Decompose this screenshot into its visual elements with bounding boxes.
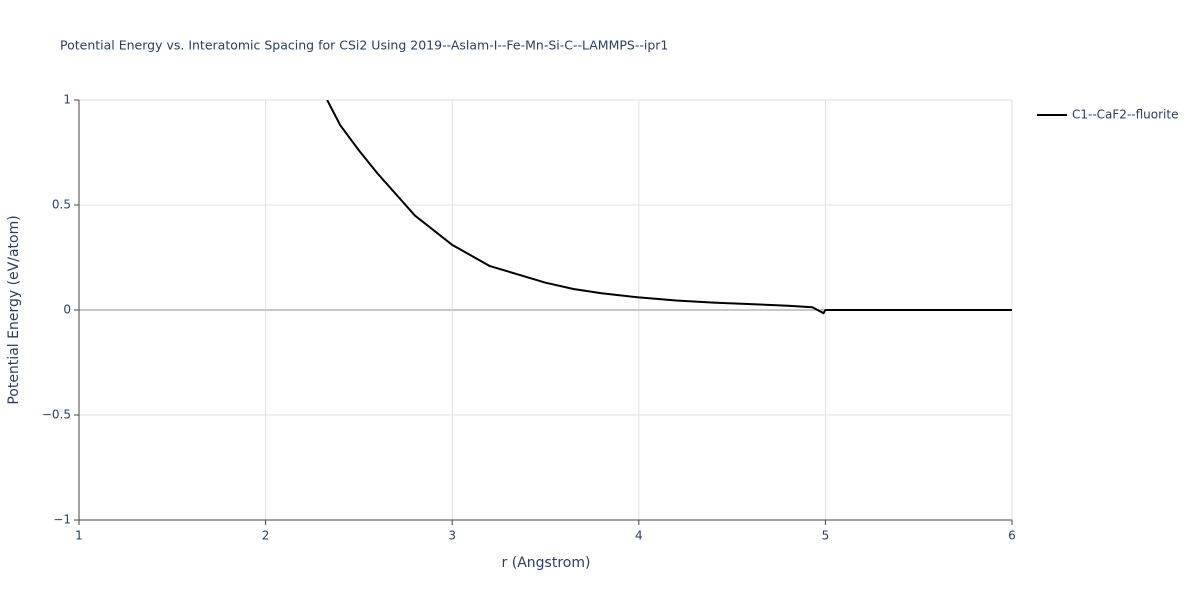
x-axis-label: r (Angstrom)	[502, 555, 591, 571]
y-tick-label: −0.5	[42, 408, 71, 422]
x-tick-label: 6	[1008, 529, 1016, 543]
y-axis-label: Potential Energy (eV/atom)	[6, 215, 22, 404]
x-tick-label: 3	[448, 529, 456, 543]
y-tick-label: 0.5	[52, 198, 71, 212]
x-tick-label: 2	[262, 529, 270, 543]
x-tick-label: 1	[75, 529, 83, 543]
y-tick-label: −1	[53, 513, 71, 527]
y-tick-label: 1	[63, 93, 71, 107]
y-tick-label: 0	[63, 303, 71, 317]
legend-label: C1--CaF2--fluorite	[1072, 108, 1178, 122]
x-tick-label: 5	[822, 529, 830, 543]
chart-title: Potential Energy vs. Interatomic Spacing…	[60, 38, 668, 53]
x-tick-label: 4	[635, 529, 643, 543]
data-line	[326, 100, 1012, 315]
